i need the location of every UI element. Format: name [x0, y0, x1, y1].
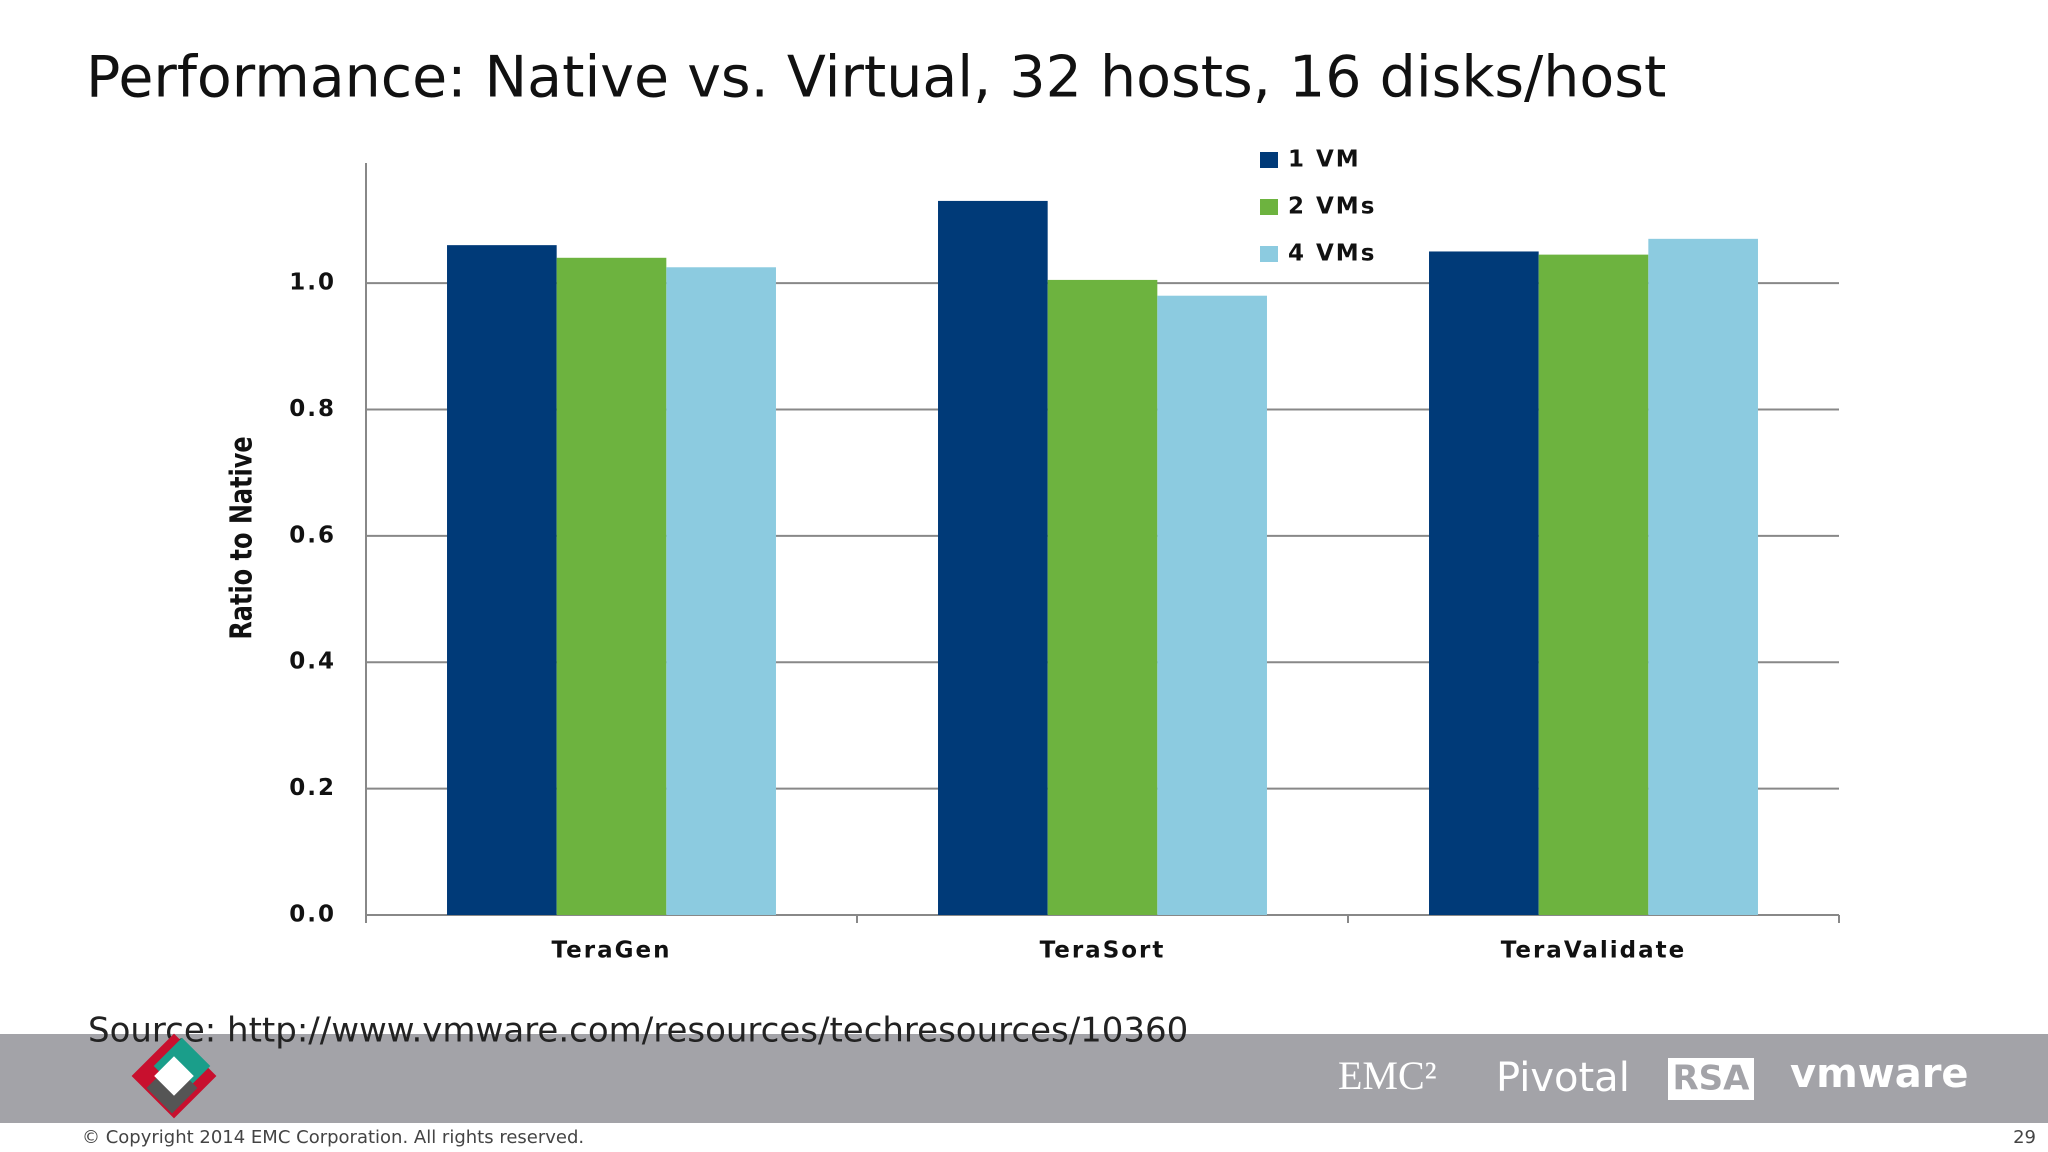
legend-label: 2 VMs [1288, 194, 1376, 220]
y-tick-label: 1.0 [289, 270, 336, 296]
bar [1429, 251, 1539, 915]
bar [938, 200, 1048, 916]
legend-swatch [1260, 152, 1278, 168]
legend-swatch [1260, 199, 1278, 215]
legend-label: 1 VM [1288, 147, 1361, 173]
logo: Pivotal [1496, 1055, 1630, 1101]
bar [556, 257, 667, 915]
y-tick-label: 0.8 [289, 396, 336, 422]
bar [666, 267, 776, 915]
source: Source: http://www.vmware.com/resources/… [88, 1011, 1188, 1051]
bar [1538, 254, 1649, 915]
page-number: 29 [2013, 1127, 2036, 1148]
y-axis-label: Ratio to Native [225, 436, 259, 639]
legend-swatch [1260, 246, 1278, 262]
legend-label: 4 VMs [1288, 241, 1376, 267]
bar [1648, 238, 1758, 916]
y-tick-label: 0.2 [289, 775, 336, 801]
bar [1157, 295, 1267, 915]
x-tick-label: TeraSort [1040, 938, 1166, 964]
y-tick-label: 0.4 [289, 649, 336, 675]
y-tick-label: 0.0 [289, 902, 336, 928]
x-tick-label: TeraGen [552, 938, 672, 964]
bar [447, 245, 557, 916]
logo: vmware [1790, 1051, 1969, 1097]
logo: EMC² [1338, 1053, 1437, 1098]
logo-box [1668, 1058, 1754, 1100]
x-tick-label: TeraValidate [1501, 938, 1687, 964]
logo: RSA [1673, 1059, 1751, 1099]
slide-title: Performance: Native vs. Virtual, 32 host… [86, 45, 1666, 111]
copyright: © Copyright 2014 EMC Corporation. All ri… [82, 1127, 584, 1148]
bar [1047, 279, 1158, 915]
y-tick-label: 0.6 [289, 522, 336, 548]
